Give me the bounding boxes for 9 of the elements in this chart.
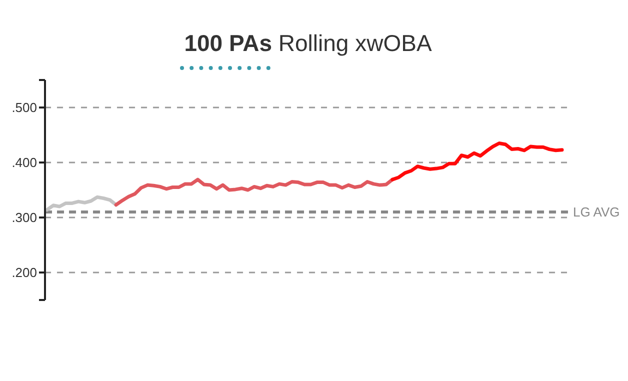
line-series — [114, 178, 394, 207]
y-tick-label: .300 — [12, 210, 37, 226]
y-tick-label: .500 — [12, 100, 37, 116]
y-tick-label: .200 — [12, 265, 37, 280]
line-series — [45, 195, 118, 212]
ref-line-label: LG AVG — [573, 204, 620, 220]
line-series — [390, 142, 564, 182]
chart-title: 100 PAs Rolling xwOBA — [183, 30, 433, 57]
y-tick-label: .400 — [12, 155, 37, 170]
